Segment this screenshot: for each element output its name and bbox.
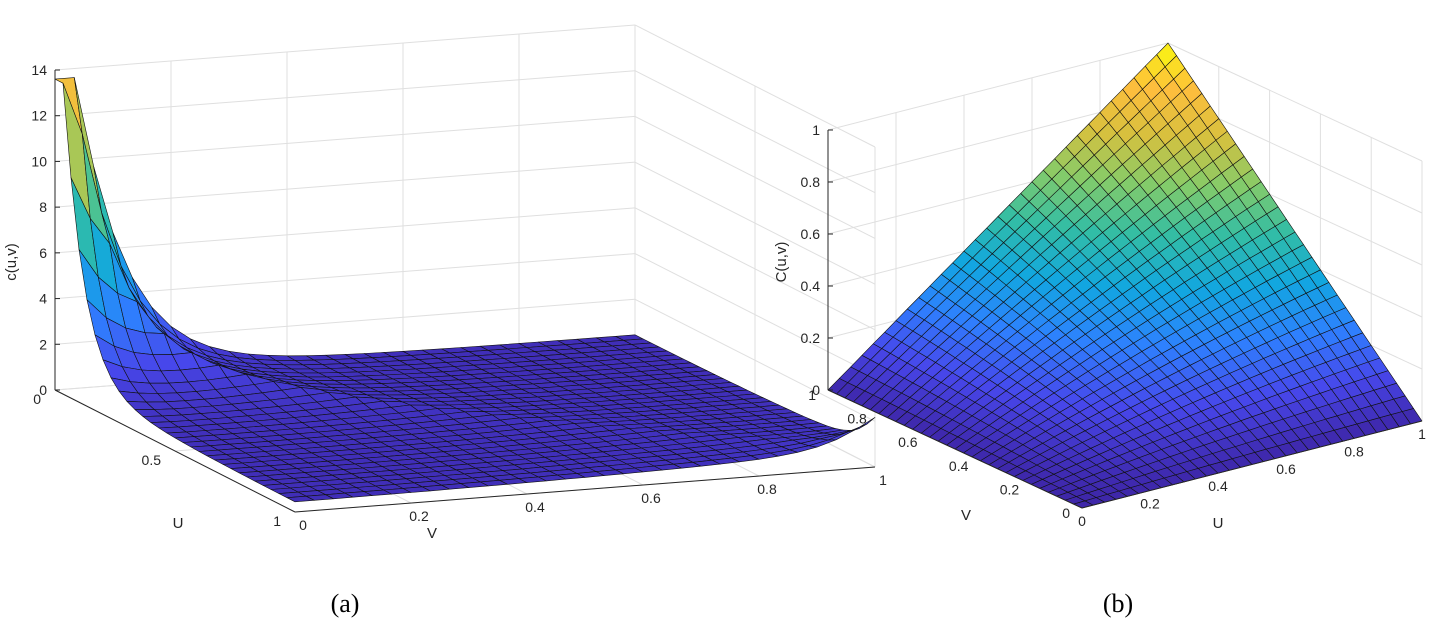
x-tick-label: 0.4 [1208,478,1228,494]
z-tick-label: 0.6 [801,226,821,242]
caption-b: (b) [1103,589,1133,618]
y-axis-label: V [961,507,971,524]
y-tick-label: 0.6 [898,434,918,450]
y-tick-label: 0.8 [847,411,867,427]
z-tick-label: 1 [812,122,820,138]
tick-labels: 00.20.40.60.8100.20.40.60.8100.20.40.60.… [801,122,1427,529]
x-tick-label: 0.6 [1276,461,1296,477]
z-tick-label: 0.2 [801,330,821,346]
grid-line [827,42,1169,131]
x-axis-line [54,389,296,513]
x-axis-label: U [173,515,184,532]
surface-patch [847,417,876,433]
caption-a: (a) [331,589,360,618]
grid-line [54,115,636,162]
y-tick-label: 0.8 [757,481,777,497]
z-tick-label: 10 [31,153,47,169]
z-axis-label: c(u,v) [3,243,20,281]
x-axis-line [1081,420,1423,509]
z-tick-label: 0.8 [801,174,821,190]
grid-line [1167,42,1423,162]
y-tick-label: 0 [1062,505,1070,521]
y-tick-label: 0.6 [641,490,661,506]
y-tick-label: 0 [299,517,307,533]
grid-line [54,207,636,254]
x-tick-label: 1 [1418,426,1426,442]
x-tick-label: 0 [1078,513,1086,529]
z-tick-label: 6 [39,245,47,261]
x-tick-label: 0.2 [1140,496,1160,512]
y-tick-label: 0.2 [409,508,429,524]
grid-line [54,24,636,71]
y-tick-label: 0.2 [1000,481,1020,497]
y-axis-line [294,466,876,513]
surface-patch [1156,42,1177,68]
z-tick-label: 0 [39,382,47,398]
z-tick-label: 14 [31,62,47,78]
y-tick-label: 0.4 [525,499,545,515]
z-tick-label: 4 [39,291,47,307]
y-tick-label: 1 [879,472,887,488]
z-tick-label: 12 [31,108,47,124]
grid-line [54,161,636,208]
x-tick-label: 1 [273,513,281,529]
surface-plot-b: 00.20.40.60.8100.20.40.60.8100.20.40.60.… [773,42,1427,532]
z-tick-label: 8 [39,199,47,215]
z-tick-label: 0.4 [801,278,821,294]
y-tick-label: 0.4 [949,458,969,474]
grid-line [54,253,636,300]
y-axis-label: V [427,525,437,542]
grid-line [54,70,636,117]
y-axis-line [827,389,1083,509]
x-tick-label: 0.8 [1344,443,1364,459]
y-tick-label: 1 [808,387,816,403]
surface-mesh [54,77,876,503]
z-tick-label: 0 [812,382,820,398]
x-tick-label: 0.5 [142,452,162,468]
z-tick-label: 2 [39,336,47,352]
z-axis-label: C(u,v) [773,242,790,283]
surface-mesh [827,42,1423,509]
x-axis-label: U [1213,515,1224,532]
x-tick-label: 0 [33,391,41,407]
